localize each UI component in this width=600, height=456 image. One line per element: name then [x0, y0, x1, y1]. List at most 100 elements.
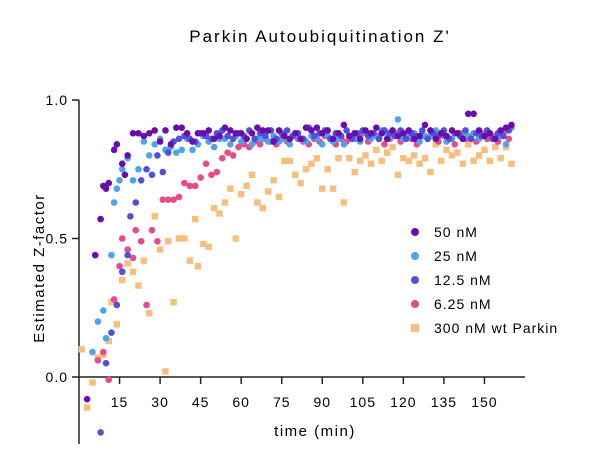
data-point — [486, 129, 494, 137]
x-axis-label: time (min) — [274, 423, 356, 440]
data-points — [78, 110, 515, 436]
data-point — [329, 135, 337, 143]
data-point — [427, 168, 434, 176]
data-point — [465, 141, 472, 148]
data-point — [132, 199, 140, 206]
data-point — [140, 138, 148, 145]
data-point — [351, 129, 359, 137]
data-point — [254, 124, 261, 131]
data-point — [110, 146, 118, 154]
data-point — [281, 132, 288, 140]
data-point — [221, 199, 229, 206]
data-point — [308, 127, 315, 134]
data-point — [508, 160, 515, 167]
data-point — [97, 215, 104, 223]
x-tick-label: 120 — [390, 394, 416, 410]
data-point — [302, 124, 310, 131]
series-50-nm — [83, 110, 515, 403]
x-tick-label: 60 — [232, 394, 250, 410]
x-tick-label: 75 — [273, 394, 291, 410]
data-point — [286, 157, 294, 165]
data-point — [259, 127, 267, 134]
data-point — [362, 152, 369, 159]
x-tick-label: 30 — [151, 394, 169, 410]
data-point — [405, 157, 412, 165]
data-point — [470, 110, 477, 118]
data-point — [208, 171, 215, 179]
data-point — [210, 143, 218, 151]
data-point — [237, 190, 245, 198]
data-point — [297, 135, 304, 143]
data-point — [292, 171, 299, 178]
data-point — [205, 243, 212, 251]
x-tick-label: 90 — [313, 394, 331, 410]
y-tick-label: 0.0 — [46, 369, 68, 385]
data-point — [394, 116, 402, 123]
y-axis-label: Estimated Z-factor — [31, 193, 48, 343]
data-point — [346, 154, 353, 162]
legend: 50 nM 25 nM 12.5 nM 6.25 nM 300 nM wt Parkin — [411, 224, 557, 336]
data-point — [394, 132, 402, 140]
x-tick-label: 45 — [192, 394, 210, 410]
data-point — [110, 296, 118, 303]
data-point — [213, 168, 221, 176]
data-point — [156, 138, 164, 145]
data-point — [437, 129, 445, 137]
data-point — [105, 337, 112, 345]
data-point — [154, 237, 161, 245]
data-point — [94, 318, 102, 325]
y-tick-label: 1.0 — [46, 92, 68, 108]
data-point — [175, 135, 183, 143]
data-point — [121, 171, 129, 179]
data-point — [427, 127, 434, 134]
data-point — [194, 129, 202, 137]
data-point — [116, 262, 123, 270]
data-point — [432, 135, 440, 143]
data-point — [140, 257, 148, 264]
legend-label: 50 nM — [434, 224, 478, 240]
legend-marker — [411, 324, 419, 332]
data-point — [340, 141, 348, 148]
data-point — [502, 141, 510, 148]
data-point — [175, 193, 183, 201]
data-point — [508, 121, 515, 129]
data-point — [227, 141, 234, 148]
data-point — [181, 179, 188, 187]
chart-title: Parkin Autoubiquitination Z' — [189, 27, 451, 46]
data-point — [156, 246, 164, 253]
data-point — [181, 235, 188, 242]
data-point — [159, 196, 167, 204]
data-point — [400, 129, 407, 137]
data-point — [424, 135, 431, 143]
data-point — [378, 129, 386, 137]
data-point — [113, 185, 121, 192]
axes — [78, 100, 525, 444]
data-point — [318, 129, 326, 137]
data-point — [265, 188, 272, 195]
data-point — [218, 154, 226, 162]
data-point — [205, 127, 213, 134]
data-point — [186, 257, 194, 264]
data-point — [335, 154, 342, 162]
data-point — [148, 226, 156, 234]
x-tick-label: 150 — [471, 394, 497, 410]
data-point — [224, 132, 231, 140]
data-point — [159, 168, 167, 176]
data-point — [83, 395, 91, 403]
data-point — [313, 124, 321, 131]
data-point — [410, 135, 418, 143]
data-point — [416, 132, 423, 140]
data-point — [135, 165, 142, 173]
data-point — [186, 182, 194, 190]
data-point — [194, 263, 202, 270]
data-point — [394, 171, 402, 178]
data-point — [97, 429, 104, 436]
data-point — [137, 237, 145, 245]
data-point — [135, 129, 142, 137]
data-point — [262, 132, 269, 140]
data-point — [216, 132, 223, 140]
data-point — [105, 376, 113, 384]
data-point — [235, 143, 242, 151]
data-point — [281, 157, 288, 165]
